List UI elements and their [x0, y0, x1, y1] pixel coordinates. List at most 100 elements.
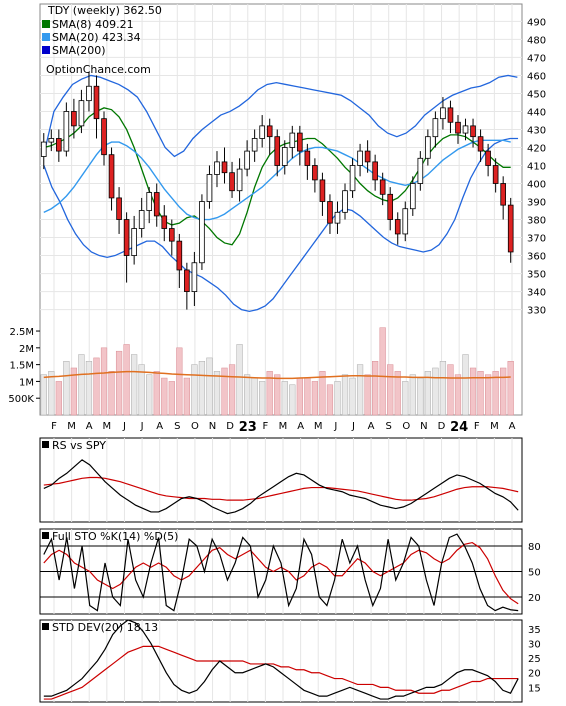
volume-bar: [281, 381, 288, 416]
candle-body: [236, 168, 243, 192]
candle-body: [116, 197, 122, 220]
lower-bollinger-band: [43, 137, 519, 313]
x-tick-label: F: [474, 421, 480, 432]
indicator-signal-line: [43, 476, 519, 501]
candle-body: [86, 85, 92, 102]
x-tick-label: M: [67, 421, 76, 432]
candle-body: [281, 147, 288, 166]
volume-bar: [326, 384, 334, 416]
volume-tick-label: 2M: [19, 344, 34, 355]
candle-body: [409, 183, 416, 210]
volume-bar: [387, 364, 394, 416]
indicator-legend-swatch: [42, 623, 49, 630]
stddev-tick-label: 20: [528, 669, 541, 680]
indicator-title: STD DEV(20) 18.13: [52, 621, 158, 634]
volume-bar: [228, 364, 236, 416]
candle-body: [101, 118, 107, 156]
volume-bar: [198, 361, 206, 416]
candle-body: [470, 125, 476, 138]
price-tick-label: 450: [527, 89, 546, 100]
candle-body: [176, 240, 183, 271]
candle-body: [507, 204, 514, 253]
candle-body: [492, 165, 499, 184]
price-tick-label: 430: [527, 125, 546, 136]
indicator-signal-line: [43, 645, 519, 700]
x-tick-label: S: [174, 421, 180, 432]
candle-body: [131, 228, 137, 256]
volume-bar: [191, 364, 198, 416]
price-tick-label: 370: [527, 234, 546, 245]
volume-bar: [108, 371, 115, 416]
candle-body: [417, 157, 424, 184]
x-tick-label: N: [420, 421, 427, 432]
volume-bar: [138, 364, 145, 416]
x-tick-label: N: [209, 421, 216, 432]
volume-bar: [100, 347, 108, 416]
candle-body: [206, 174, 213, 202]
x-tick-label: A: [368, 421, 375, 432]
x-tick-label: D: [226, 421, 234, 432]
volume-tick-label: 1.5M: [9, 361, 34, 372]
candle-body: [123, 219, 130, 256]
stddev-tick-label: 35: [528, 625, 541, 636]
legend-swatch: [42, 33, 50, 41]
volume-bar: [379, 327, 386, 416]
volume-bar: [48, 371, 55, 416]
candle-body: [71, 111, 77, 127]
candle-body: [199, 201, 205, 264]
candle-body: [477, 136, 484, 152]
volume-bar: [424, 371, 431, 416]
volume-bar: [259, 381, 266, 416]
volume-bar: [236, 344, 243, 416]
volume-bar: [402, 381, 409, 416]
price-tick-label: 380: [527, 216, 546, 227]
volume-bar: [213, 371, 221, 416]
volume-bar: [417, 377, 424, 416]
x-tick-label: M: [279, 421, 288, 432]
price-tick-label: 360: [527, 252, 546, 263]
x-tick-label: D: [438, 421, 446, 432]
x-tick-label: 24: [450, 420, 468, 435]
volume-bar: [439, 361, 447, 416]
volume-bar: [206, 357, 213, 416]
candle-body: [297, 132, 303, 152]
candle-body: [138, 210, 145, 229]
candle-body: [372, 161, 378, 181]
price-tick-label: 410: [527, 161, 546, 172]
x-tick-label: M: [490, 421, 499, 432]
candle-body: [289, 132, 296, 148]
candle-body: [440, 107, 446, 120]
volume-bar: [469, 367, 477, 416]
candle-body: [274, 136, 281, 166]
candle-body: [48, 138, 55, 143]
candle-body: [455, 121, 461, 134]
x-tick-label: J: [122, 421, 126, 432]
candle-body: [304, 150, 311, 166]
volume-bar: [63, 361, 70, 416]
candle-body: [168, 228, 175, 242]
legend-swatch: [42, 20, 50, 28]
candle-body: [500, 183, 506, 206]
x-tick-label: A: [86, 421, 93, 432]
upper-bollinger-band: [44, 74, 518, 158]
chart-title: TDY (weekly) 362.50: [47, 4, 162, 17]
volume-bar: [364, 374, 371, 416]
volume-bar: [168, 381, 175, 416]
candle-body: [387, 193, 394, 220]
x-tick-label: F: [263, 421, 269, 432]
candle-body: [425, 136, 431, 159]
volume-bar: [70, 367, 78, 416]
stochastic-level-label: 20: [528, 593, 541, 604]
volume-bar: [251, 377, 258, 416]
candle-body: [432, 118, 439, 138]
price-tick-label: 390: [527, 198, 546, 209]
volume-bar: [85, 361, 93, 416]
candle-body: [40, 141, 47, 157]
volume-bar: [266, 371, 273, 416]
indicator-line: [43, 619, 519, 700]
stochastic-level-label: 80: [528, 542, 541, 553]
x-tick-label: A: [156, 421, 163, 432]
price-tick-label: 420: [527, 143, 546, 154]
